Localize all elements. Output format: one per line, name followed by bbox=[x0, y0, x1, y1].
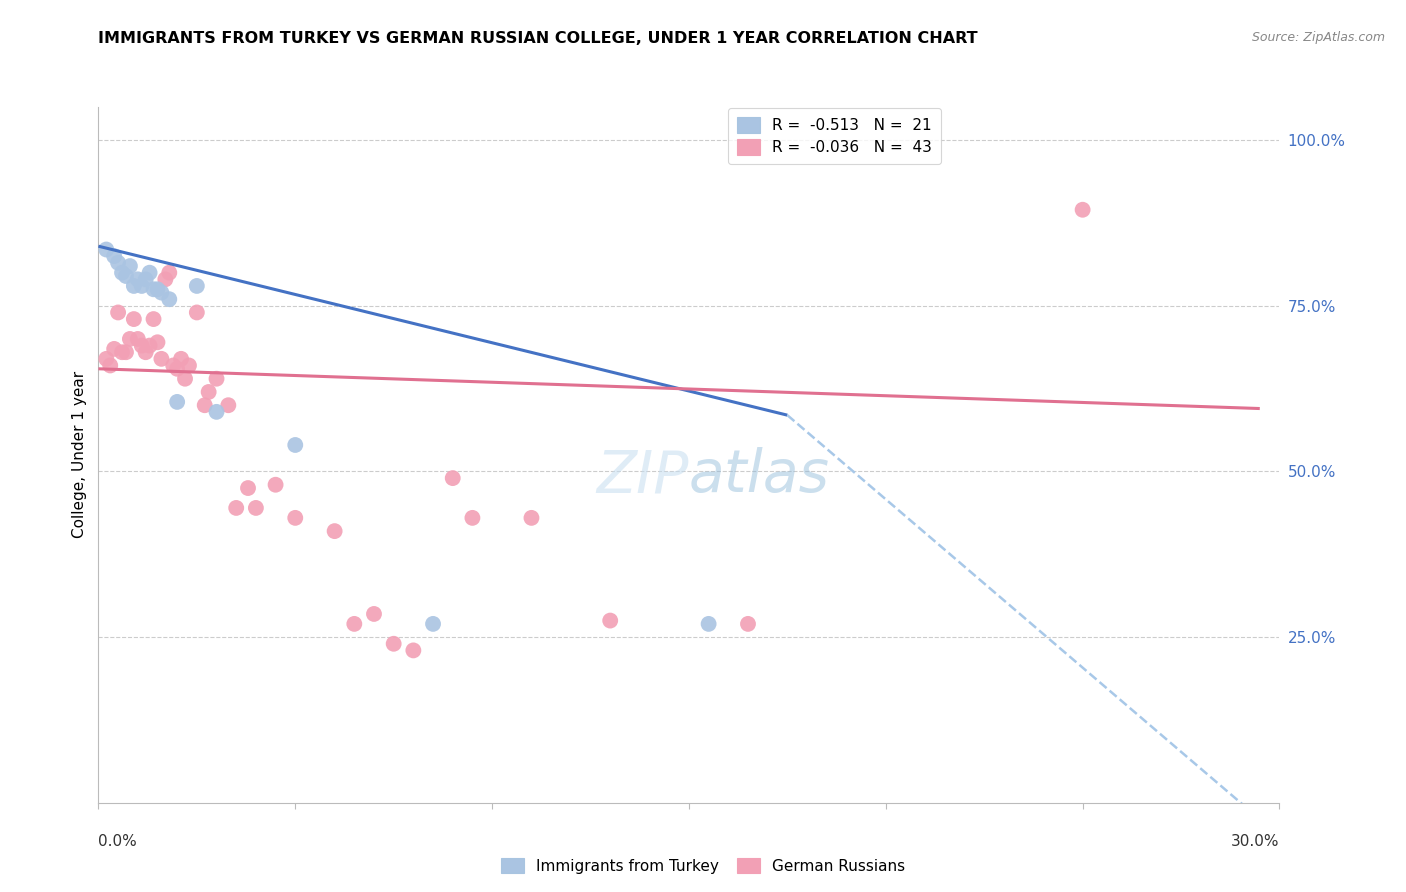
Point bbox=[217, 398, 239, 412]
Point bbox=[118, 259, 141, 273]
Point bbox=[118, 332, 141, 346]
Point bbox=[150, 285, 173, 300]
Point bbox=[194, 398, 217, 412]
Legend: R =  -0.513   N =  21, R =  -0.036   N =  43: R = -0.513 N = 21, R = -0.036 N = 43 bbox=[728, 108, 941, 164]
Point bbox=[135, 272, 157, 286]
Point bbox=[284, 511, 307, 525]
Point bbox=[737, 616, 759, 631]
Point bbox=[111, 345, 134, 359]
Point bbox=[177, 359, 200, 373]
Point bbox=[166, 395, 188, 409]
Point bbox=[142, 282, 165, 296]
Point bbox=[107, 305, 129, 319]
Point bbox=[157, 266, 180, 280]
Point bbox=[236, 481, 259, 495]
Point bbox=[127, 272, 149, 286]
Point bbox=[115, 345, 138, 359]
Text: atlas: atlas bbox=[689, 447, 830, 504]
Point bbox=[98, 359, 121, 373]
Text: Source: ZipAtlas.com: Source: ZipAtlas.com bbox=[1251, 31, 1385, 45]
Point bbox=[111, 266, 134, 280]
Text: IMMIGRANTS FROM TURKEY VS GERMAN RUSSIAN COLLEGE, UNDER 1 YEAR CORRELATION CHART: IMMIGRANTS FROM TURKEY VS GERMAN RUSSIAN… bbox=[98, 31, 979, 46]
Point bbox=[697, 616, 720, 631]
Legend: Immigrants from Turkey, German Russians: Immigrants from Turkey, German Russians bbox=[495, 852, 911, 880]
Point bbox=[205, 372, 228, 386]
Point bbox=[138, 266, 160, 280]
Point bbox=[146, 282, 169, 296]
Point bbox=[461, 511, 484, 525]
Point bbox=[162, 359, 184, 373]
Point bbox=[245, 500, 267, 515]
Point bbox=[441, 471, 464, 485]
Text: ZIP: ZIP bbox=[596, 447, 689, 504]
Point bbox=[323, 524, 346, 538]
Y-axis label: College, Under 1 year: College, Under 1 year bbox=[72, 371, 87, 539]
Point bbox=[599, 614, 621, 628]
Point bbox=[174, 372, 197, 386]
Text: 30.0%: 30.0% bbox=[1232, 834, 1279, 849]
Point bbox=[127, 332, 149, 346]
Point bbox=[103, 342, 125, 356]
Point bbox=[205, 405, 228, 419]
Point bbox=[142, 312, 165, 326]
Point bbox=[186, 305, 208, 319]
Point bbox=[115, 268, 138, 283]
Point bbox=[343, 616, 366, 631]
Point bbox=[107, 256, 129, 270]
Point bbox=[186, 279, 208, 293]
Point bbox=[135, 345, 157, 359]
Point bbox=[155, 272, 177, 286]
Point bbox=[96, 351, 118, 366]
Point bbox=[103, 249, 125, 263]
Point bbox=[122, 279, 145, 293]
Point bbox=[131, 279, 153, 293]
Point bbox=[402, 643, 425, 657]
Point bbox=[166, 361, 188, 376]
Point bbox=[197, 384, 219, 399]
Point bbox=[150, 351, 173, 366]
Point bbox=[131, 338, 153, 352]
Point bbox=[225, 500, 247, 515]
Point bbox=[122, 312, 145, 326]
Point bbox=[96, 243, 118, 257]
Point bbox=[422, 616, 444, 631]
Point bbox=[284, 438, 307, 452]
Point bbox=[157, 292, 180, 306]
Point bbox=[264, 477, 287, 491]
Text: 0.0%: 0.0% bbox=[98, 834, 138, 849]
Point bbox=[1071, 202, 1094, 217]
Point bbox=[382, 637, 405, 651]
Point bbox=[363, 607, 385, 621]
Point bbox=[146, 335, 169, 350]
Point bbox=[138, 338, 160, 352]
Point bbox=[520, 511, 543, 525]
Point bbox=[170, 351, 193, 366]
